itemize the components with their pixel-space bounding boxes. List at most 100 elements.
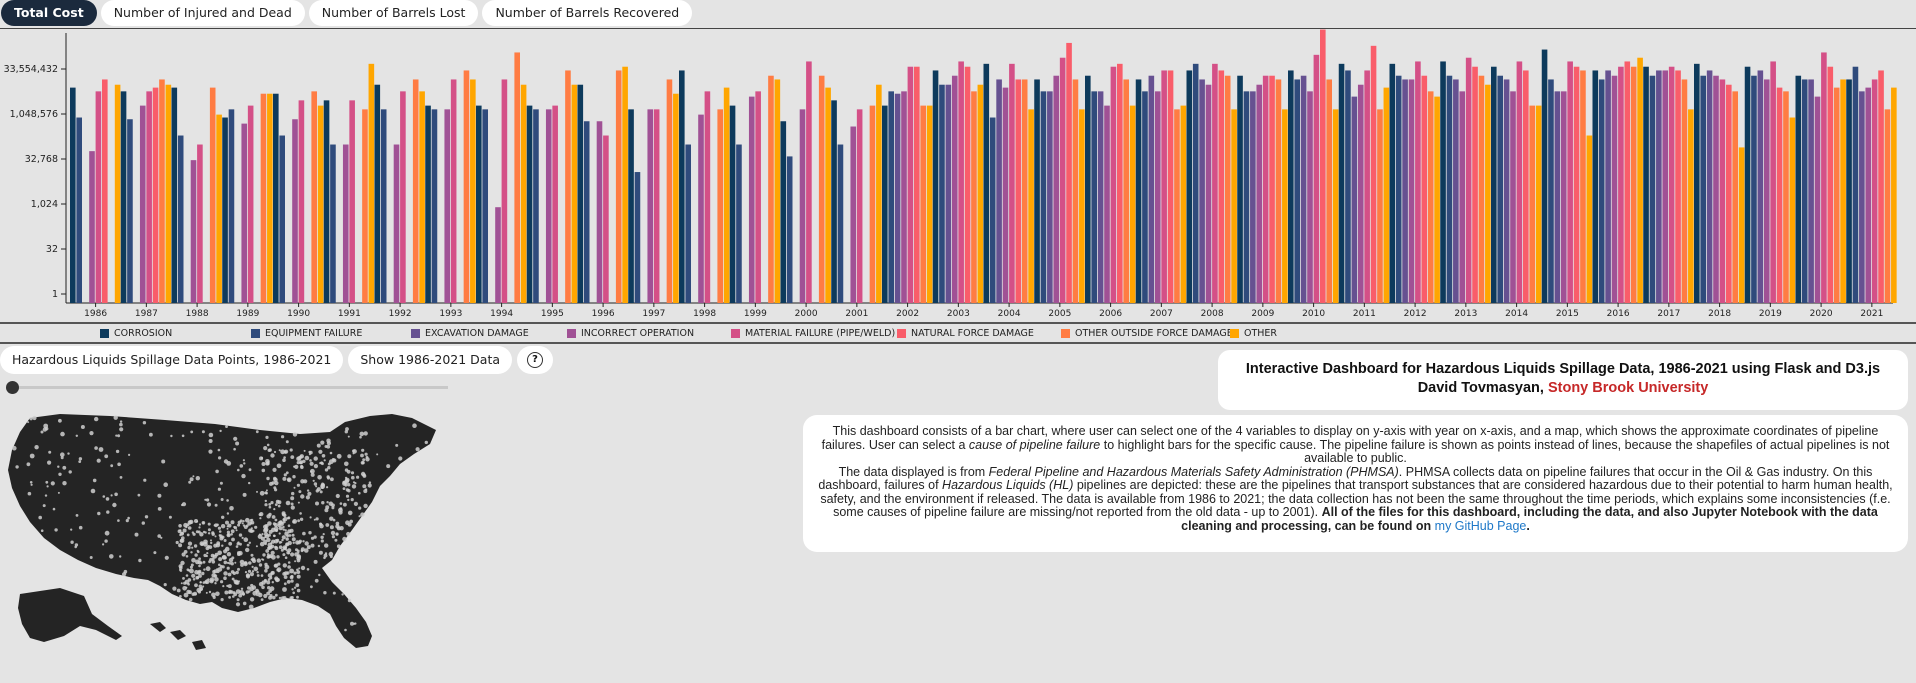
spill-point[interactable] — [242, 520, 245, 523]
spill-point[interactable] — [219, 481, 223, 485]
spill-point[interactable] — [320, 539, 324, 543]
spill-point[interactable] — [143, 478, 147, 482]
bar-1998[interactable] — [704, 91, 711, 303]
spill-point[interactable] — [109, 554, 114, 559]
spill-point[interactable] — [248, 481, 251, 485]
bar-2010[interactable] — [1320, 29, 1326, 303]
spill-point[interactable] — [272, 522, 276, 526]
spill-point[interactable] — [277, 570, 280, 573]
spill-point[interactable] — [227, 584, 232, 589]
spill-point[interactable] — [209, 577, 215, 582]
spill-point[interactable] — [289, 596, 293, 600]
spill-point[interactable] — [186, 589, 191, 594]
spill-point[interactable] — [327, 466, 331, 470]
bar-2006[interactable] — [1117, 63, 1123, 303]
spill-point[interactable] — [266, 553, 270, 556]
spill-point[interactable] — [250, 527, 253, 530]
spill-point[interactable] — [326, 444, 331, 449]
spill-point[interactable] — [350, 471, 355, 475]
bar-2006[interactable] — [1110, 66, 1117, 303]
spill-point[interactable] — [232, 591, 236, 595]
spill-point[interactable] — [32, 415, 37, 421]
spill-point[interactable] — [304, 455, 310, 461]
spill-point[interactable] — [216, 541, 221, 546]
spill-point[interactable] — [323, 591, 327, 595]
spill-point[interactable] — [123, 569, 128, 574]
bar-1996[interactable] — [622, 66, 628, 303]
spill-point[interactable] — [216, 569, 220, 574]
bar-1986[interactable] — [89, 151, 95, 303]
spill-point[interactable] — [137, 493, 141, 497]
bar-1988[interactable] — [197, 144, 203, 303]
spill-point[interactable] — [262, 553, 266, 557]
spill-point[interactable] — [98, 447, 104, 452]
bar-2019[interactable] — [1763, 79, 1770, 303]
spill-point[interactable] — [96, 458, 101, 463]
spill-point[interactable] — [44, 494, 48, 497]
spill-point[interactable] — [248, 468, 252, 472]
spill-point[interactable] — [339, 507, 343, 511]
bar-2017[interactable] — [1681, 79, 1688, 303]
spill-point[interactable] — [395, 443, 399, 447]
legend-item-other-outside-force-damage[interactable]: OTHER OUTSIDE FORCE DAMAGE — [1061, 328, 1233, 339]
bar-2008[interactable] — [1199, 79, 1205, 303]
bar-2007[interactable] — [1180, 105, 1187, 304]
spill-point[interactable] — [287, 561, 291, 564]
spill-point[interactable] — [78, 460, 82, 463]
spill-point[interactable] — [198, 564, 201, 568]
bar-2015[interactable] — [1580, 70, 1586, 303]
spill-point[interactable] — [320, 535, 324, 539]
spill-point[interactable] — [226, 525, 229, 528]
spill-point[interactable] — [270, 501, 274, 505]
spill-point[interactable] — [119, 476, 123, 479]
spill-point[interactable] — [235, 570, 239, 575]
spill-point[interactable] — [78, 525, 83, 530]
bar-2016[interactable] — [1592, 70, 1599, 303]
spill-point[interactable] — [245, 547, 250, 553]
spill-point[interactable] — [353, 622, 356, 625]
bar-2019[interactable] — [1757, 70, 1764, 303]
bar-2001[interactable] — [869, 105, 876, 304]
spill-point[interactable] — [226, 527, 229, 530]
spill-point[interactable] — [258, 533, 261, 536]
spill-point[interactable] — [334, 538, 338, 542]
bar-2003[interactable] — [945, 84, 952, 303]
spill-point[interactable] — [278, 449, 281, 452]
bar-1987[interactable] — [159, 79, 165, 303]
spill-point[interactable] — [252, 559, 256, 563]
spill-point[interactable] — [213, 524, 216, 527]
spill-point[interactable] — [358, 506, 362, 510]
bar-2005[interactable] — [1047, 91, 1053, 303]
bar-2015[interactable] — [1586, 135, 1593, 303]
spill-point[interactable] — [200, 542, 204, 546]
bar-2017[interactable] — [1643, 66, 1649, 303]
bar-2002[interactable] — [926, 105, 933, 304]
spill-point[interactable] — [314, 578, 319, 583]
bar-2003[interactable] — [958, 61, 964, 303]
spill-point[interactable] — [285, 500, 291, 506]
bar-2019[interactable] — [1744, 66, 1751, 303]
spill-point[interactable] — [230, 533, 233, 536]
spill-point[interactable] — [94, 416, 99, 422]
spill-point[interactable] — [235, 602, 241, 607]
spill-point[interactable] — [168, 515, 172, 519]
spill-point[interactable] — [217, 550, 222, 556]
bar-1989[interactable] — [267, 93, 273, 303]
bar-2016[interactable] — [1618, 66, 1624, 303]
spill-point[interactable] — [226, 530, 230, 534]
spill-point[interactable] — [326, 501, 329, 504]
spill-point[interactable] — [304, 541, 309, 546]
spill-point[interactable] — [282, 587, 287, 592]
tab-total-cost[interactable]: Total Cost — [1, 0, 97, 26]
spill-point[interactable] — [313, 559, 318, 564]
bar-1986[interactable] — [102, 79, 108, 303]
spill-point[interactable] — [245, 524, 249, 528]
spill-point[interactable] — [344, 468, 349, 472]
spill-point[interactable] — [278, 526, 283, 531]
spill-point[interactable] — [194, 593, 197, 596]
bar-2010[interactable] — [1326, 79, 1332, 303]
spill-point[interactable] — [247, 586, 251, 590]
bar-1993[interactable] — [470, 79, 476, 303]
spill-point[interactable] — [290, 455, 295, 459]
spill-point[interactable] — [29, 481, 33, 484]
